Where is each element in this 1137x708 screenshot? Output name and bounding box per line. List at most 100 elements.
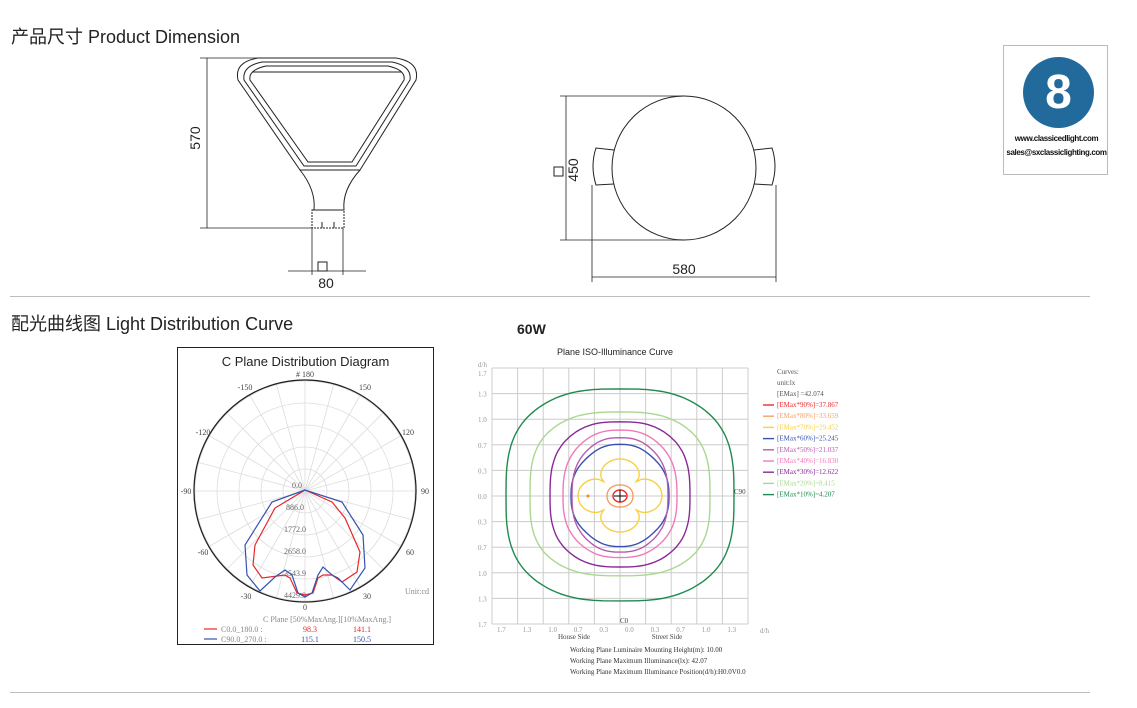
y-tick-label: 1.0	[478, 416, 487, 424]
polar-grid	[194, 380, 416, 602]
y-tick-label: 0.3	[478, 467, 487, 475]
angle-label-m30: -30	[241, 592, 252, 601]
iso-curve	[562, 429, 678, 559]
ring-label: 2658.0	[284, 547, 306, 556]
street-side-label: Street Side	[652, 633, 683, 641]
lamp-top-view	[592, 95, 776, 241]
y-tick-label: 1.3	[478, 595, 487, 603]
polar-spoke	[226, 490, 306, 570]
x-tick-label: 1.0	[702, 626, 711, 634]
polar-spoke	[275, 383, 306, 492]
polar-spoke	[304, 490, 361, 588]
ring-label: 1772.0	[284, 525, 306, 534]
iso-curve	[606, 484, 634, 508]
x-tick-labels: 1.7 1.3 1.0 0.7 0.3 0.0 0.3 0.7 1.0 1.3	[497, 626, 737, 634]
iso-curve	[505, 388, 735, 602]
legend-header: Curves:	[777, 368, 799, 376]
angle-label-90: 90	[421, 487, 429, 496]
x-tick-label: 0.7	[676, 626, 685, 634]
logo-circle: 8	[1023, 57, 1094, 128]
polar-spoke	[208, 435, 306, 492]
diameter-symbol-icon	[553, 166, 564, 177]
iso-illuminance-chart: Plane ISO-Illuminance Curve d/h 1.7 1.3 1.…	[478, 347, 839, 676]
iso-curves	[505, 388, 735, 602]
iso-legend: [EMax*90%]=37.867 [EMax*80%]=33.659 [EMax*…	[763, 401, 839, 499]
polar-outer-circle	[193, 379, 417, 603]
iso-curve	[529, 411, 711, 577]
c90-270-curve	[244, 489, 366, 598]
note-max-illuminance: Working Plane Maximum Illuminance(lx): 4…	[570, 657, 708, 665]
house-side-label: House Side	[558, 633, 590, 641]
brand-logo: 8 www.classicedlight.com sales@sxclassic…	[1003, 45, 1108, 175]
legend-item-label: [EMax*40%]=16.830	[777, 457, 839, 465]
polar-spoke	[249, 394, 306, 492]
angle-label-m120: -120	[196, 428, 211, 437]
y-tick-label: 0.0	[478, 493, 487, 501]
polar-spoke	[304, 461, 413, 492]
light-distribution-title: 配光曲线图 Light Distribution Curve	[11, 314, 294, 334]
legend-half-max: 115.1	[301, 635, 319, 644]
iso-curve	[612, 489, 628, 503]
polar-spoke	[197, 461, 306, 492]
y-tick-label: 0.7	[478, 442, 487, 450]
c90-label: C90	[734, 488, 746, 496]
legend-item-label: [EMax*90%]=37.867	[777, 401, 839, 409]
polar-unit: Unit:cd	[405, 587, 429, 596]
base-width-label: 80	[318, 275, 334, 291]
logo-website: www.classicedlight.com	[1014, 134, 1099, 143]
y-tick-label: 1.7	[478, 621, 487, 629]
legend-item-label: [EMax*80%]=33.659	[777, 412, 839, 420]
legend-series-name: C0.0_180.0 :	[221, 625, 263, 634]
angle-label-m60: -60	[198, 548, 209, 557]
diameter-symbol-icon	[317, 261, 328, 272]
polar-spoke	[304, 412, 384, 492]
iso-curve	[571, 436, 669, 553]
legend-series-name: C90.0_270.0 :	[221, 635, 267, 644]
ring-label: 4429.9	[284, 591, 306, 600]
legend-item-label: [EMax*30%]=12.622	[777, 468, 839, 476]
legend-item-label: [EMax*60%]=25.245	[777, 435, 839, 443]
overall-width-label: 580	[672, 261, 696, 277]
legend-c90-270: C90.0_270.0 : 115.1 150.5	[204, 635, 371, 644]
diameter-label: 450	[565, 158, 581, 182]
x-tick-label: 0.7	[574, 626, 583, 634]
polar-spoke	[304, 435, 402, 492]
angle-label-30: 30	[363, 592, 371, 601]
power-label: 60W	[517, 321, 546, 337]
y-tick-label: 0.3	[478, 519, 487, 527]
x-tick-label: 0.3	[599, 626, 608, 634]
section-divider	[10, 296, 1090, 297]
x-tick-label: 0.0	[625, 626, 634, 634]
polar-spoke	[275, 490, 306, 599]
polar-spoke	[197, 490, 306, 521]
y-axis-unit: d/h	[478, 361, 487, 369]
polar-title: C Plane Distribution Diagram	[221, 354, 390, 369]
x-tick-label: 1.0	[548, 626, 557, 634]
lamp-side-view	[236, 57, 418, 229]
legend-tenth-max: 150.5	[353, 635, 371, 644]
legend-item-label: [EMax*70%]=29.452	[777, 423, 839, 431]
angle-label-180: # 180	[296, 370, 314, 379]
angle-label-150: 150	[359, 383, 371, 392]
dimension-drawings: 570 80 450 580	[187, 57, 777, 291]
height-label: 570	[187, 126, 203, 150]
bottom-divider	[10, 692, 1090, 693]
legend-unit: unit:lx	[777, 379, 796, 387]
legend-half-max: 98.3	[303, 625, 317, 634]
note-mounting-height: Working Plane Luminaire Mounting Height(…	[570, 646, 723, 654]
legend-tenth-max: 141.1	[353, 625, 371, 634]
y-tick-label: 0.7	[478, 544, 487, 552]
product-dimension-title: 产品尺寸 Product Dimension	[11, 27, 241, 47]
ring-label: 886.0	[286, 503, 304, 512]
angle-label-120: 120	[402, 428, 414, 437]
polar-spoke	[304, 383, 335, 492]
angle-label-m150: -150	[238, 383, 253, 392]
iso-title: Plane ISO-Illuminance Curve	[557, 347, 673, 357]
x-axis-unit: d/h	[760, 627, 769, 635]
y-tick-label: 1.0	[478, 570, 487, 578]
y-tick-label: 1.7	[478, 370, 487, 378]
c0-180-curve	[252, 489, 361, 596]
polar-spoke	[304, 490, 384, 570]
x-tick-label: 1.7	[497, 626, 506, 634]
